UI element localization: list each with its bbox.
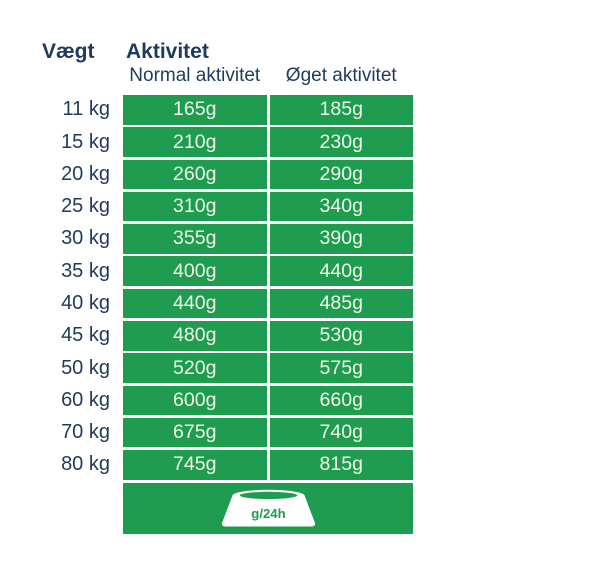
table-row: 20 kg 260g 290g	[0, 159, 413, 190]
weight-label: 35 kg	[61, 259, 110, 282]
weight-label: 15 kg	[61, 130, 110, 153]
dog-bowl-icon: g/24h	[221, 489, 315, 527]
normal-activity-cell: 480g	[123, 320, 267, 351]
activity-column-title: Aktivitet	[126, 40, 209, 63]
increased-activity-cell: 740g	[269, 417, 413, 448]
table-row: 45 kg 480g 530g	[0, 320, 413, 351]
increased-activity-cell: 230g	[269, 127, 413, 157]
daily-amount-unit: g/24h	[251, 506, 285, 521]
table-row: 11 kg 165g 185g	[0, 95, 413, 125]
weight-label: 30 kg	[61, 227, 110, 250]
footer-band: g/24h	[123, 483, 413, 534]
weight-label: 80 kg	[61, 453, 110, 476]
increased-activity-subheader: Øget aktivitet	[285, 65, 397, 86]
table-row: 30 kg 355g 390g	[0, 224, 413, 254]
normal-activity-cell: 310g	[123, 191, 267, 222]
weight-column-title: Vægt	[42, 40, 95, 63]
weight-label: 40 kg	[61, 291, 110, 314]
table-row: 40 kg 440g 485g	[0, 288, 413, 319]
table-row: 80 kg 745g 815g	[0, 450, 413, 480]
normal-activity-cell: 165g	[123, 95, 267, 125]
increased-activity-cell: 185g	[269, 95, 413, 125]
table-row: 25 kg 310g 340g	[0, 191, 413, 222]
normal-activity-cell: 355g	[123, 224, 267, 254]
table-row: 70 kg 675g 740g	[0, 417, 413, 448]
weight-label: 70 kg	[61, 421, 110, 444]
normal-activity-cell: 260g	[123, 159, 267, 190]
weight-label: 50 kg	[61, 356, 110, 379]
normal-activity-cell: 440g	[123, 288, 267, 319]
increased-activity-cell: 815g	[269, 450, 413, 480]
increased-activity-cell: 660g	[269, 385, 413, 416]
table-row: 35 kg 400g 440g	[0, 256, 413, 286]
feeding-table: 11 kg 165g 185g 15 kg 210g 230g 20 kg 26…	[0, 95, 413, 482]
weight-label: 11 kg	[62, 98, 110, 121]
normal-activity-cell: 600g	[123, 385, 267, 416]
increased-activity-cell: 575g	[269, 353, 413, 383]
increased-activity-cell: 290g	[269, 159, 413, 190]
increased-activity-cell: 340g	[269, 191, 413, 222]
increased-activity-cell: 485g	[269, 288, 413, 319]
increased-activity-cell: 440g	[269, 256, 413, 286]
weight-label: 25 kg	[61, 195, 110, 218]
normal-activity-cell: 675g	[123, 417, 267, 448]
weight-label: 20 kg	[61, 162, 110, 185]
table-row: 50 kg 520g 575g	[0, 353, 413, 383]
increased-activity-cell: 390g	[269, 224, 413, 254]
normal-activity-cell: 520g	[123, 353, 267, 383]
weight-label: 45 kg	[61, 324, 110, 347]
normal-activity-cell: 400g	[123, 256, 267, 286]
table-row: 15 kg 210g 230g	[0, 127, 413, 157]
normal-activity-subheader: Normal aktivitet	[129, 65, 261, 86]
normal-activity-cell: 745g	[123, 450, 267, 480]
table-row: 60 kg 600g 660g	[0, 385, 413, 416]
normal-activity-cell: 210g	[123, 127, 267, 157]
increased-activity-cell: 530g	[269, 320, 413, 351]
weight-label: 60 kg	[61, 388, 110, 411]
